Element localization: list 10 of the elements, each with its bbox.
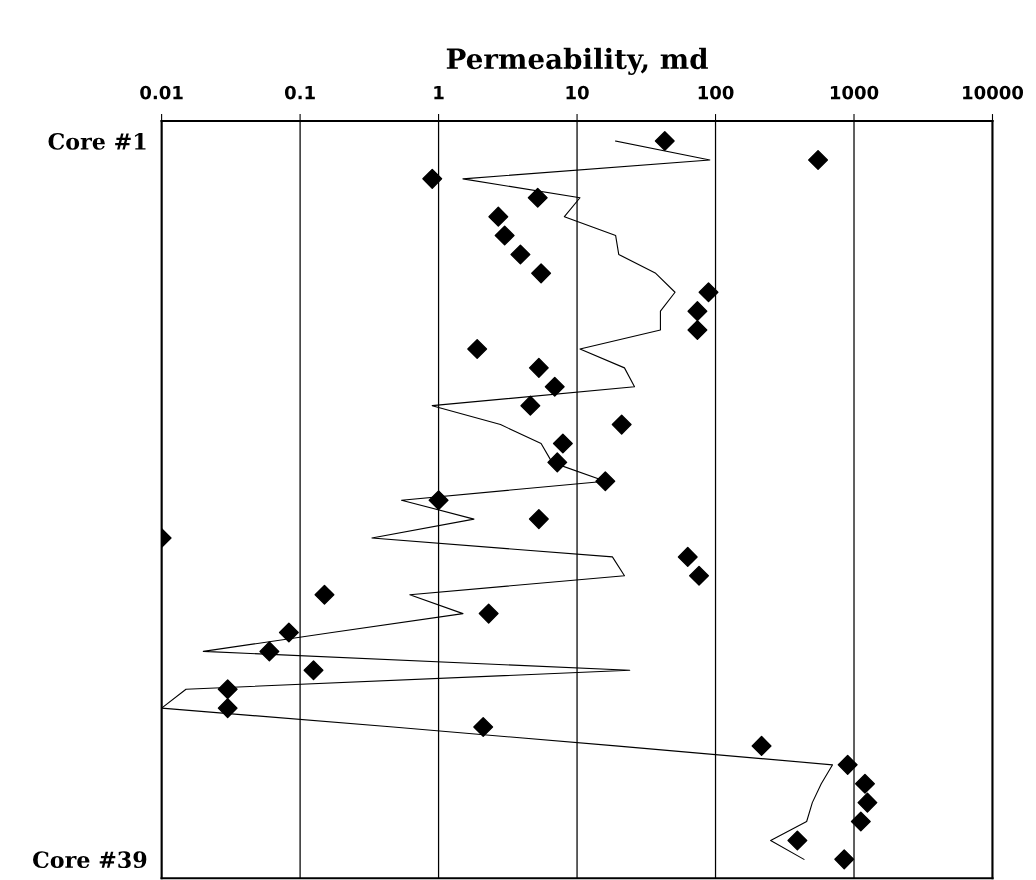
- x-axis-title: Permeability, md: [446, 47, 708, 75]
- x-tick-label: 0.1: [284, 85, 315, 100]
- y-tick-label: Core #1: [48, 132, 146, 150]
- x-tick-label: 100: [698, 85, 734, 100]
- x-tick-label: 0.01: [140, 85, 183, 100]
- y-tick-label: Core #39: [33, 851, 147, 869]
- x-tick-label: 10000: [963, 85, 1024, 100]
- x-tick-label: 10: [566, 85, 589, 100]
- x-tick-label: 1000: [830, 85, 879, 100]
- x-tick-label: 1: [434, 86, 444, 100]
